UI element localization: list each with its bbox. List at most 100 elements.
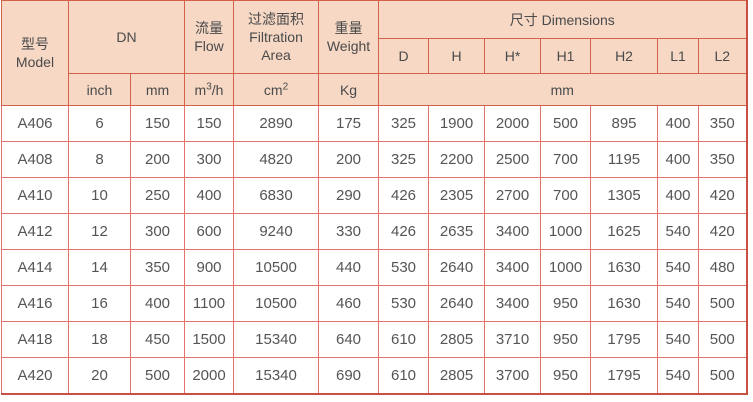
col-header-model-en: Model: [15, 54, 55, 70]
col-header-dn: DN: [67, 0, 186, 74]
value-cell: 350: [698, 141, 748, 178]
col-header-flow-en: Flow: [194, 38, 224, 54]
value-cell: 4820: [233, 141, 320, 178]
table-row: A412 12 300 600 9240 330 426 2635 3400 1000 1625 54…: [1, 213, 748, 250]
unit-header-area: cm2: [233, 73, 320, 106]
value-cell: 500: [129, 357, 186, 394]
value-cell: 6: [68, 105, 131, 142]
col-header-filtration-zh: 过滤面积: [248, 11, 305, 27]
value-cell: 400: [657, 177, 700, 214]
col-header-filtration-area: 过滤面积 Filtration Area: [233, 0, 320, 74]
col-header-model: 型号 Model: [1, 0, 69, 106]
value-cell: 10500: [233, 285, 320, 322]
value-cell: 450: [129, 321, 186, 358]
col-header-weight: 重量 Weight: [318, 0, 380, 74]
model-cell: A416: [1, 285, 69, 322]
value-cell: 18: [68, 321, 131, 358]
value-cell: 325: [378, 141, 430, 178]
value-cell: 895: [590, 105, 659, 142]
value-cell: 1900: [428, 105, 486, 142]
value-cell: 2000: [184, 357, 235, 394]
value-cell: 12: [68, 213, 131, 250]
value-cell: 610: [378, 357, 430, 394]
value-cell: 150: [129, 105, 186, 142]
value-cell: 15340: [233, 321, 320, 358]
value-cell: 2890: [233, 105, 320, 142]
value-cell: 290: [318, 177, 380, 214]
col-header-flow-zh: 流量: [195, 20, 224, 36]
value-cell: 500: [698, 285, 748, 322]
value-cell: 2305: [428, 177, 486, 214]
table-row: A410 10 250 400 6830 290 426 2305 2700 700 1305 400…: [1, 177, 748, 214]
value-cell: 530: [378, 249, 430, 286]
value-cell: 610: [378, 321, 430, 358]
value-cell: 350: [129, 249, 186, 286]
col-header-dimensions: 尺寸 Dimensions: [378, 0, 748, 39]
value-cell: 175: [318, 105, 380, 142]
value-cell: 1100: [184, 285, 235, 322]
unit-area-base: cm: [263, 81, 283, 98]
value-cell: 200: [318, 141, 380, 178]
value-cell: 1625: [590, 213, 659, 250]
value-cell: 1305: [590, 177, 659, 214]
value-cell: 950: [540, 321, 592, 358]
value-cell: 400: [184, 177, 235, 214]
value-cell: 700: [540, 177, 592, 214]
table-row: A408 8 200 300 4820 200 325 2200 2500 700 1195 400 3…: [1, 141, 748, 178]
value-cell: 540: [657, 321, 700, 358]
unit-header-flow: m3/h: [184, 73, 235, 106]
model-cell: A406: [1, 105, 69, 142]
model-cell: A408: [1, 141, 69, 178]
model-cell: A410: [1, 177, 69, 214]
table-row: A406 6 150 150 2890 175 325 1900 2000 500 895 400 35…: [1, 105, 748, 142]
unit-flow-rest: /h: [211, 81, 224, 98]
spec-table: 型号 Model DN 流量 Flow 过滤面积 Filtration Area…: [1, 0, 748, 395]
unit-header-mm: mm: [129, 73, 186, 106]
value-cell: 950: [540, 357, 592, 394]
col-header-weight-en: Weight: [326, 38, 371, 54]
value-cell: 700: [540, 141, 592, 178]
value-cell: 420: [698, 177, 748, 214]
value-cell: 10: [68, 177, 131, 214]
value-cell: 2640: [428, 285, 486, 322]
col-header-dim-h2: H2: [590, 38, 659, 74]
value-cell: 1795: [590, 321, 659, 358]
value-cell: 460: [318, 285, 380, 322]
value-cell: 300: [184, 141, 235, 178]
value-cell: 426: [378, 213, 430, 250]
value-cell: 3700: [484, 357, 542, 394]
table-row: A420 20 500 2000 15340 690 610 2805 3700 950 1795 5…: [1, 357, 748, 394]
value-cell: 2200: [428, 141, 486, 178]
value-cell: 400: [129, 285, 186, 322]
value-cell: 1630: [590, 285, 659, 322]
value-cell: 500: [698, 321, 748, 358]
value-cell: 10500: [233, 249, 320, 286]
value-cell: 950: [540, 285, 592, 322]
value-cell: 2500: [484, 141, 542, 178]
col-header-dim-h1: H1: [540, 38, 592, 74]
value-cell: 540: [657, 285, 700, 322]
value-cell: 1630: [590, 249, 659, 286]
value-cell: 250: [129, 177, 186, 214]
value-cell: 500: [540, 105, 592, 142]
value-cell: 150: [184, 105, 235, 142]
unit-header-inch: inch: [68, 73, 131, 106]
col-header-weight-zh: 重量: [334, 20, 363, 36]
table-row: A418 18 450 1500 15340 640 610 2805 3710 950 1795 5…: [1, 321, 748, 358]
col-header-filtration-en2: Area: [261, 47, 291, 63]
value-cell: 15340: [233, 357, 320, 394]
value-cell: 16: [68, 285, 131, 322]
col-header-dim-h: H: [428, 38, 486, 74]
value-cell: 14: [68, 249, 131, 286]
value-cell: 8: [68, 141, 131, 178]
col-header-flow: 流量 Flow: [184, 0, 235, 74]
unit-header-weight: Kg: [318, 73, 380, 106]
model-cell: A412: [1, 213, 69, 250]
value-cell: 325: [378, 105, 430, 142]
value-cell: 690: [318, 357, 380, 394]
value-cell: 6830: [233, 177, 320, 214]
value-cell: 200: [129, 141, 186, 178]
table-header: 型号 Model DN 流量 Flow 过滤面积 Filtration Area…: [1, 0, 748, 106]
value-cell: 300: [129, 213, 186, 250]
value-cell: 1795: [590, 357, 659, 394]
